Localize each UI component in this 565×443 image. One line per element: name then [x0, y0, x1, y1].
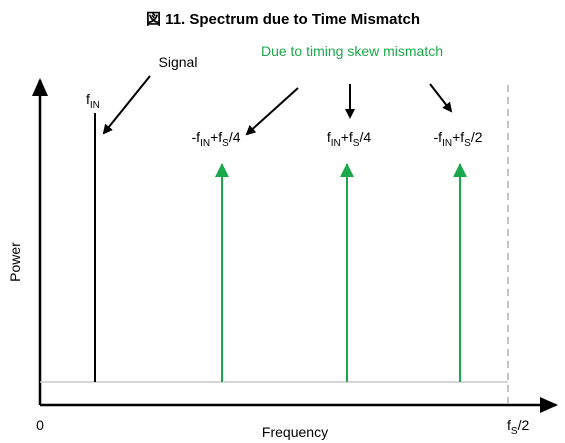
- label-sub: S: [464, 138, 471, 149]
- label-part: +f: [341, 129, 353, 145]
- label-sub: IN: [90, 100, 100, 111]
- label-part: +f: [210, 129, 222, 145]
- label-sub: IN: [442, 138, 452, 149]
- x-axis-label: Frequency: [262, 424, 328, 440]
- label-sub: S: [511, 426, 518, 437]
- label-sub: S: [353, 138, 360, 149]
- label-part: f: [507, 417, 511, 433]
- label-part: f: [327, 129, 331, 145]
- title: 図 11. Spectrum due to Time Mismatch: [146, 11, 420, 28]
- x-end-label: fS/2: [507, 417, 529, 437]
- signal-label: Signal: [159, 54, 198, 70]
- spur-label: fIN+fS/4: [327, 129, 372, 149]
- label-sub: IN: [200, 138, 210, 149]
- spur-label: -fIN+fS/2: [434, 129, 483, 149]
- label-part: /2: [518, 417, 530, 433]
- label-part: f: [86, 91, 90, 107]
- label-part: -f: [192, 129, 201, 145]
- callout-arrow: [245, 87, 299, 136]
- x-origin-label: 0: [36, 417, 44, 433]
- mismatch-label: Due to timing skew mismatch: [261, 43, 443, 59]
- label-sub: IN: [331, 138, 341, 149]
- label-sub: S: [222, 138, 229, 149]
- y-axis-label: Power: [7, 242, 23, 282]
- label-part: /4: [359, 129, 371, 145]
- label-part: /2: [471, 129, 483, 145]
- fin-label: fIN: [86, 91, 100, 111]
- label-part: /4: [229, 129, 241, 145]
- label-part: +f: [452, 129, 464, 145]
- spur-label: -fIN+fS/4: [192, 129, 241, 149]
- callout-arrow: [102, 75, 151, 135]
- label-part: -f: [434, 129, 443, 145]
- callout-arrow: [429, 83, 453, 113]
